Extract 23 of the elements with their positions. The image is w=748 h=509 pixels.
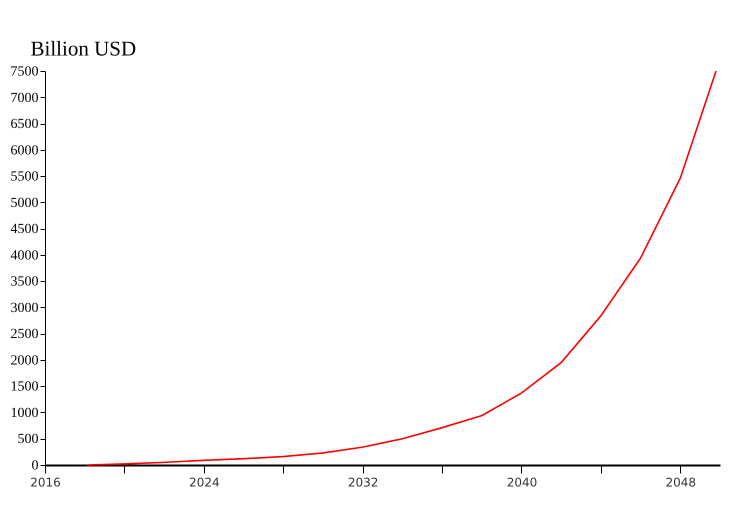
x-tick-label: 2032: [348, 476, 378, 490]
y-tick-label: 0: [32, 458, 38, 474]
y-tick-label: 1000: [10, 406, 38, 421]
y-tick-label: 6500: [10, 117, 38, 132]
y-tick-label: 3000: [10, 300, 38, 316]
x-tick-label: 2024: [189, 476, 220, 490]
y-tick-label: 7000: [10, 90, 38, 106]
y-tick-label: 1500: [10, 380, 38, 395]
y-axis-title: Billion USD: [30, 36, 136, 60]
y-tick-label: 7500: [10, 64, 38, 80]
y-tick-label: 6000: [10, 143, 38, 158]
y-tick-label: 4500: [10, 222, 38, 238]
y-tick-label: 5000: [10, 196, 38, 211]
x-tick-label: 2016: [30, 476, 61, 490]
x-tick-label: 2040: [506, 476, 538, 490]
y-tick-label: 2000: [10, 353, 38, 368]
y-tick-label: 4000: [10, 248, 38, 264]
y-tick-label: 500: [18, 432, 38, 448]
y-tick-label: 3500: [10, 274, 38, 290]
y-tick-label: 5500: [10, 170, 38, 185]
line-series: [86, 70, 717, 466]
x-tick-label: 2048: [666, 476, 696, 490]
y-tick-label: 2500: [10, 327, 38, 342]
